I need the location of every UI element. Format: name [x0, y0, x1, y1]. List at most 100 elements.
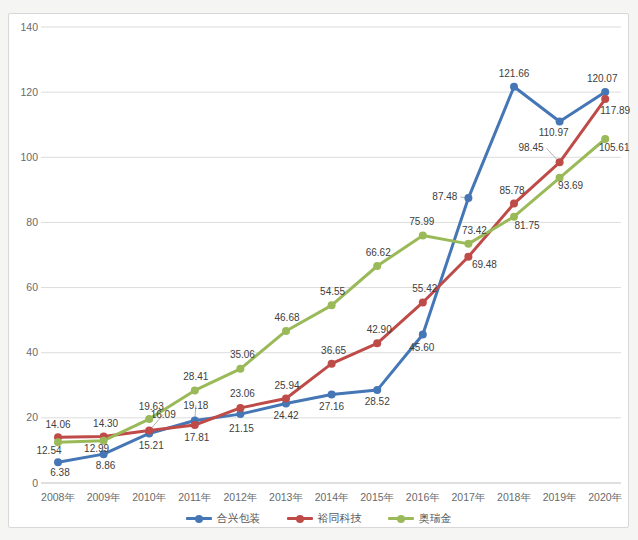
data-label: 36.65 — [321, 345, 346, 356]
legend-dot-icon — [296, 515, 304, 523]
data-point-marker — [54, 458, 62, 466]
x-axis-label: 2020年 — [588, 491, 622, 503]
data-label: 17.81 — [184, 432, 209, 443]
chart-panel: 0 20 40 60 80 100 120 140 2008年 2009年 2010年 2011年 20… — [8, 13, 629, 528]
data-label: 120.07 — [587, 73, 618, 84]
data-label: 15.21 — [139, 440, 164, 451]
data-point-marker — [419, 330, 427, 338]
data-label: 54.55 — [320, 286, 345, 297]
data-label: 69.48 — [472, 259, 497, 270]
x-axis-label: 2009年 — [87, 491, 121, 503]
data-point-marker — [419, 231, 427, 239]
y-tick-label: 20 — [26, 411, 38, 423]
data-label: 14.06 — [45, 419, 70, 430]
data-label: 55.42 — [412, 283, 437, 294]
data-label: 73.42 — [462, 225, 487, 236]
x-axis-label: 2010年 — [132, 491, 166, 503]
data-point-marker — [328, 391, 336, 399]
data-label: 12.54 — [36, 445, 61, 456]
data-label: 42.90 — [367, 324, 392, 335]
legend-line-marker-icon — [388, 517, 414, 520]
x-axis-label: 2019年 — [543, 491, 577, 503]
data-label: 66.62 — [366, 247, 391, 258]
data-point-marker — [236, 404, 244, 412]
legend-label: 奥瑞金 — [419, 511, 452, 526]
data-point-marker — [601, 95, 609, 103]
data-label: 25.94 — [274, 380, 299, 391]
legend-label: 合兴包装 — [217, 511, 261, 526]
data-label: 117.89 — [600, 105, 630, 116]
data-point-marker — [328, 360, 336, 368]
legend-dot-icon — [397, 515, 405, 523]
x-axis-label: 2016年 — [406, 491, 440, 503]
legend-line-marker-icon — [287, 517, 313, 520]
y-tick-label: 60 — [26, 281, 38, 293]
data-label: 46.68 — [274, 312, 299, 323]
data-label: 85.78 — [499, 185, 524, 196]
legend-item-series-0: 合兴包装 — [186, 511, 261, 526]
x-axis-label: 2018年 — [497, 491, 531, 503]
legend-dot-icon — [195, 515, 203, 523]
x-axis-label: 2012年 — [223, 491, 257, 503]
x-axis-label: 2015年 — [360, 491, 394, 503]
data-label: 105.61 — [599, 142, 630, 153]
data-label: 19.63 — [139, 401, 164, 412]
data-label: 14.30 — [93, 418, 118, 429]
data-label: 35.06 — [230, 349, 255, 360]
data-point-marker — [510, 200, 518, 208]
data-point-marker — [328, 301, 336, 309]
data-point-marker — [510, 83, 518, 91]
data-point-marker — [601, 88, 609, 96]
data-label: 121.66 — [499, 68, 530, 79]
x-axis-label: 2014年 — [315, 491, 349, 503]
data-label: 87.48 — [432, 191, 457, 202]
data-point-marker — [373, 386, 381, 394]
data-label: 8.86 — [96, 460, 116, 471]
data-point-marker — [282, 327, 290, 335]
data-label: 110.97 — [539, 127, 569, 138]
data-point-marker — [145, 427, 153, 435]
data-point-marker — [373, 262, 381, 270]
chart-legend: 合兴包装 裕同科技 奥瑞金 — [9, 511, 628, 526]
data-point-marker — [373, 339, 381, 347]
data-point-marker — [191, 421, 199, 429]
legend-item-series-2: 奥瑞金 — [388, 511, 452, 526]
x-axis-label: 2013年 — [269, 491, 303, 503]
data-label: 98.45 — [519, 142, 544, 153]
x-axis-label: 2008年 — [41, 491, 75, 503]
y-tick-label: 120 — [20, 86, 38, 98]
data-point-marker — [282, 395, 290, 403]
y-tick-label: 40 — [26, 346, 38, 358]
data-label: 19.18 — [183, 400, 208, 411]
data-label: 81.75 — [514, 220, 539, 231]
data-point-marker — [464, 194, 472, 202]
data-label: 28.52 — [365, 396, 390, 407]
x-axis-label: 2017年 — [451, 491, 485, 503]
legend-label: 裕同科技 — [318, 511, 362, 526]
data-point-marker — [556, 118, 564, 126]
legend-line-marker-icon — [186, 517, 212, 520]
data-label: 27.16 — [319, 401, 344, 412]
data-label: 12.99 — [84, 443, 109, 454]
y-tick-label: 140 — [20, 21, 38, 33]
data-label: 23.06 — [230, 388, 255, 399]
y-tick-label: 0 — [32, 477, 38, 489]
y-tick-label: 80 — [26, 216, 38, 228]
data-label: 45.60 — [409, 342, 434, 353]
data-point-marker — [464, 240, 472, 248]
data-label: 75.99 — [409, 216, 434, 227]
data-label: 24.42 — [273, 410, 298, 421]
data-point-marker — [556, 158, 564, 166]
legend-item-series-1: 裕同科技 — [287, 511, 362, 526]
data-label: 21.15 — [229, 423, 254, 434]
data-label: 6.38 — [50, 467, 70, 478]
screenshot-root: 0 20 40 60 80 100 120 140 2008年 2009年 2010年 2011年 20… — [0, 0, 638, 540]
y-tick-label: 100 — [20, 151, 38, 163]
line-chart-canvas: 0 20 40 60 80 100 120 140 2008年 2009年 2010年 2011年 20… — [9, 14, 630, 529]
data-label: 28.41 — [183, 371, 208, 382]
data-point-marker — [145, 415, 153, 423]
data-label: 93.69 — [558, 180, 583, 191]
data-point-marker — [236, 365, 244, 373]
data-point-marker — [191, 386, 199, 394]
x-axis-label: 2011年 — [178, 491, 212, 503]
